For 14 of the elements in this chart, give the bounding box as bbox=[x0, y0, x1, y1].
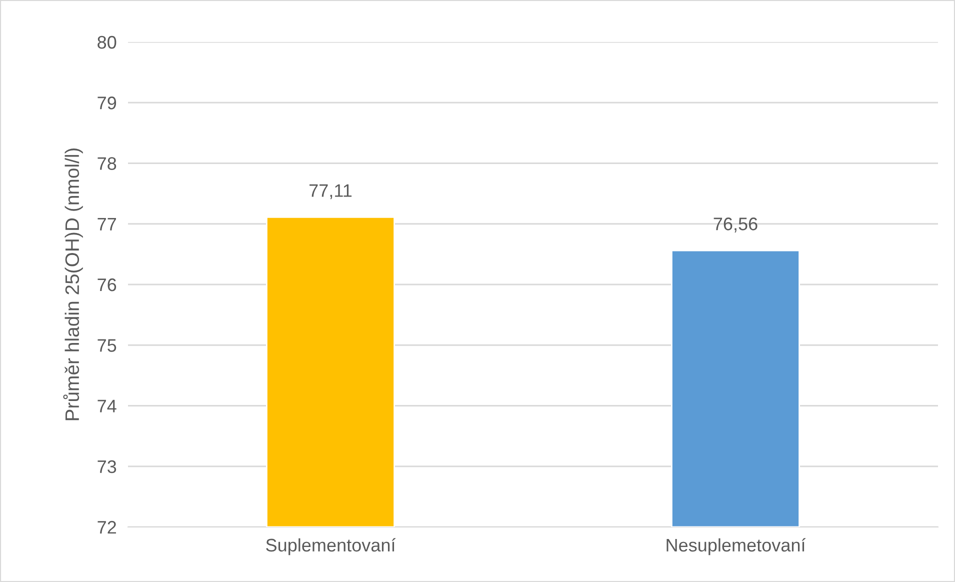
y-tick-label: 77 bbox=[98, 218, 116, 230]
y-tick-label: 78 bbox=[98, 157, 116, 170]
y-axis-title: Průměr hladin 25(OH)D (nmol/l) bbox=[63, 148, 83, 420]
y-tick-label: 73 bbox=[98, 460, 116, 474]
y-tick-label: 80 bbox=[98, 36, 116, 49]
y-tick-label: 79 bbox=[98, 96, 116, 110]
data-label: 77,11 bbox=[310, 184, 352, 200]
y-tick-label: 75 bbox=[98, 339, 116, 352]
x-tick-label: Nesuplemetovaní bbox=[666, 538, 806, 556]
data-label: 76,56 bbox=[714, 218, 758, 232]
y-tick-label: 72 bbox=[98, 520, 116, 534]
y-tick-label: 76 bbox=[98, 278, 116, 292]
x-tick-label: Suplementovaní bbox=[266, 538, 396, 556]
y-tick-label: 74 bbox=[98, 400, 116, 412]
